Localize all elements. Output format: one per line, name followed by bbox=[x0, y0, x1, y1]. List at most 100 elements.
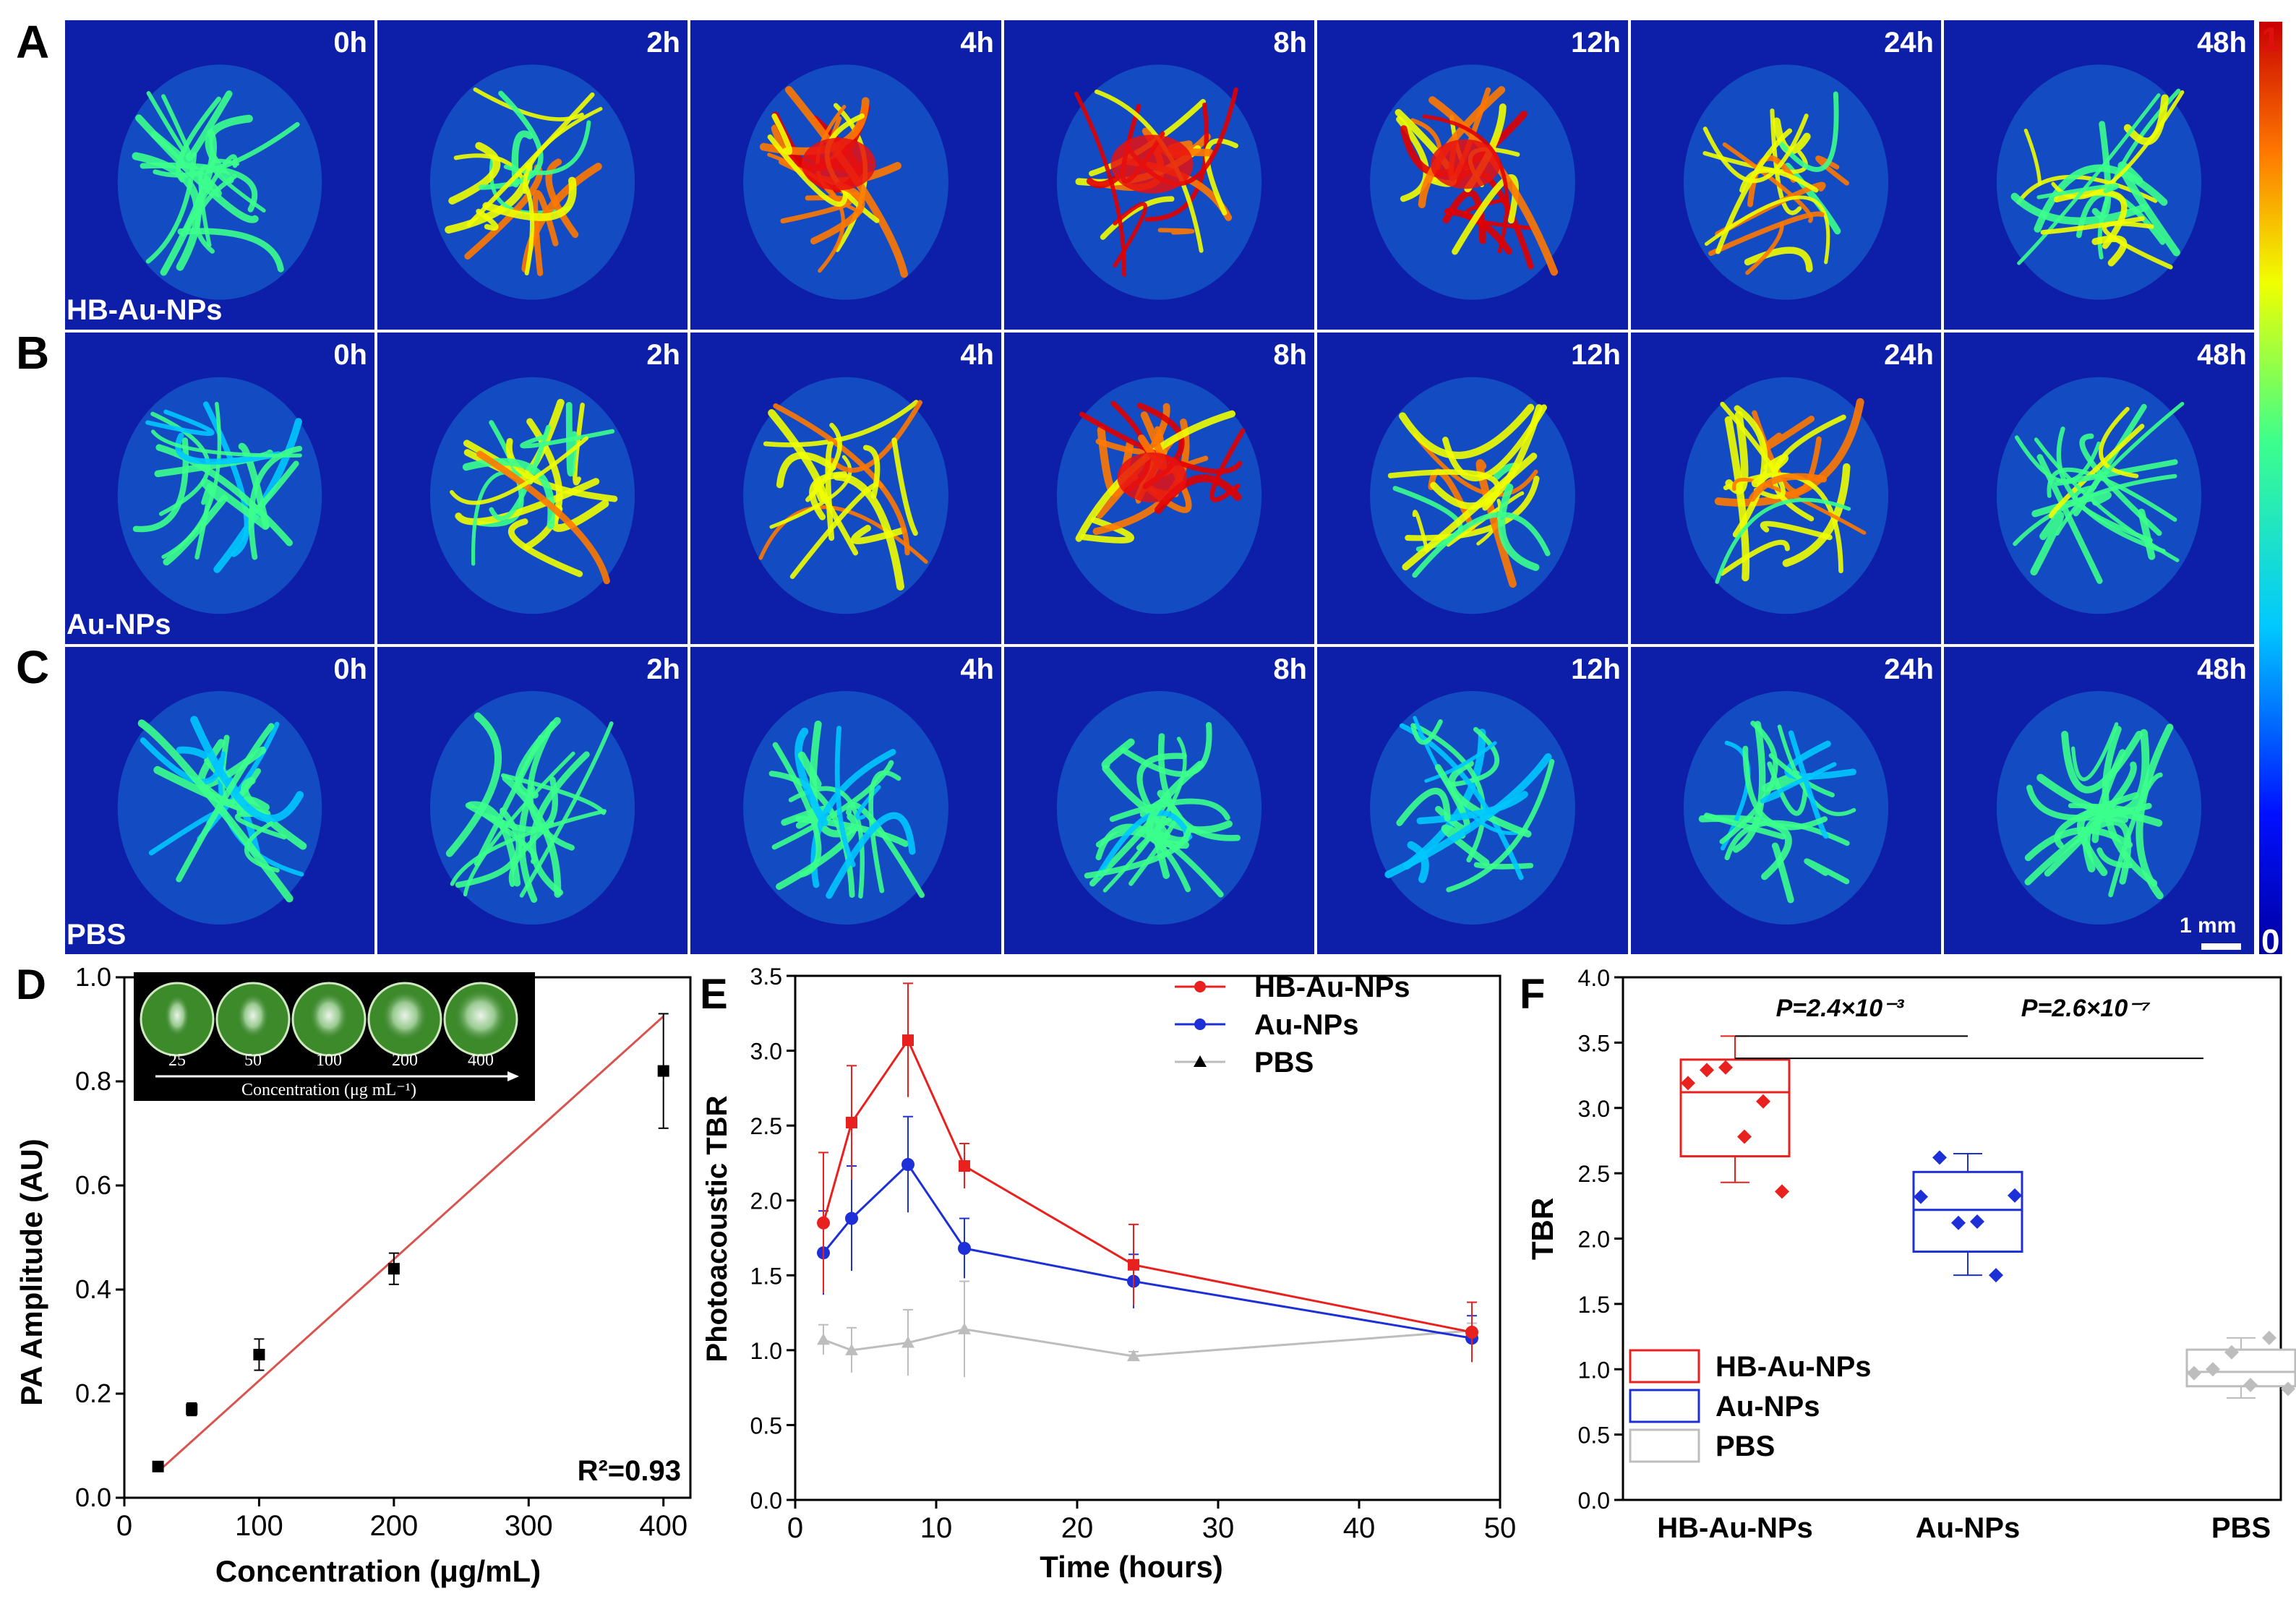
vessel bbox=[1732, 405, 1768, 538]
vessel bbox=[455, 807, 522, 888]
e-y-tick-label: 2.0 bbox=[750, 1188, 782, 1214]
f-data-point bbox=[1756, 1094, 1770, 1109]
timepoint-label: 12h bbox=[1571, 653, 1621, 685]
pa-image-hb-au-nps-4h: 4h bbox=[690, 20, 1001, 330]
vessel bbox=[785, 86, 909, 278]
f-y-tick-label: 2.0 bbox=[1578, 1227, 1610, 1253]
vessel bbox=[515, 717, 561, 799]
vessel bbox=[810, 181, 865, 245]
vessel bbox=[1473, 862, 1534, 870]
vessel bbox=[2017, 93, 2161, 265]
e-legend-label: PBS bbox=[1254, 1047, 1314, 1078]
d-r2-label: R²=0.93 bbox=[578, 1455, 681, 1487]
d-x-tick-label: 100 bbox=[235, 1510, 283, 1542]
vessel bbox=[1144, 102, 1209, 222]
vessel bbox=[2030, 511, 2065, 576]
vessel bbox=[529, 751, 590, 896]
e-data-point bbox=[1128, 1258, 1139, 1271]
timepoint-label: 48h bbox=[2197, 653, 2247, 685]
vessel bbox=[160, 129, 218, 276]
d-y-tick-label: 0.4 bbox=[75, 1274, 111, 1304]
vessel-network bbox=[2013, 401, 2185, 584]
vessel bbox=[1428, 468, 1475, 531]
vessel bbox=[1209, 428, 1246, 502]
vessel bbox=[2044, 761, 2137, 877]
f-legend-label: PBS bbox=[1715, 1431, 1775, 1462]
e-data-point bbox=[901, 1158, 914, 1171]
e-x-tick-label: 50 bbox=[1484, 1512, 1517, 1544]
e-data-point bbox=[845, 1343, 858, 1355]
vessel bbox=[771, 113, 793, 155]
e-y-tick-label: 0.0 bbox=[750, 1488, 782, 1514]
timepoint-label: 12h bbox=[1571, 27, 1621, 59]
vessel bbox=[1079, 411, 1243, 474]
f-y-tick-label: 0.0 bbox=[1578, 1488, 1610, 1514]
vessel bbox=[1095, 829, 1191, 893]
e-x-tick-label: 40 bbox=[1343, 1512, 1376, 1544]
vessel bbox=[1739, 168, 1819, 193]
e-data-point bbox=[845, 1211, 858, 1225]
f-box-pbs bbox=[2185, 1348, 2296, 1388]
d-inset-well-signal bbox=[309, 991, 349, 1040]
e-x-tick-label: 30 bbox=[1202, 1512, 1235, 1544]
timepoint-label: 24h bbox=[1884, 339, 1934, 371]
f-legend-swatch bbox=[1629, 1428, 1700, 1463]
vessel bbox=[238, 442, 270, 529]
f-legend-label: Au-NPs bbox=[1715, 1391, 1820, 1423]
e-series-line-pbs bbox=[823, 1328, 1473, 1358]
vessel bbox=[1410, 719, 1443, 745]
d-data-point bbox=[387, 1263, 400, 1275]
vessel bbox=[2055, 401, 2185, 536]
vessel bbox=[545, 158, 579, 239]
f-data-point bbox=[1970, 1214, 1984, 1230]
vessel bbox=[834, 726, 856, 867]
d-inset-well-label: 200 bbox=[392, 1051, 418, 1070]
vessel bbox=[1113, 202, 1147, 268]
vessel bbox=[1704, 195, 1830, 265]
pa-image-au-nps-12h: 12h bbox=[1317, 333, 1628, 644]
f-data-point bbox=[1989, 1268, 2003, 1283]
timepoint-label: 4h bbox=[960, 653, 994, 685]
vessel bbox=[1102, 765, 1233, 833]
row-label-hb-au-nps: HB-Au-NPs bbox=[67, 294, 223, 326]
f-y-tick-label: 1.0 bbox=[1578, 1357, 1610, 1383]
vessel bbox=[1760, 520, 1833, 541]
e-data-point bbox=[958, 1242, 971, 1255]
vessel bbox=[163, 494, 228, 566]
vessel-network bbox=[1702, 91, 1849, 275]
vessel bbox=[1720, 401, 1786, 499]
vessel bbox=[520, 429, 615, 449]
timepoint-label: 24h bbox=[1884, 653, 1934, 685]
colorbar bbox=[2259, 22, 2282, 954]
vessel bbox=[1497, 484, 1540, 571]
hotspot bbox=[1110, 134, 1194, 194]
vessel bbox=[1413, 723, 1486, 863]
e-legend-marker bbox=[1194, 1018, 1206, 1030]
vessel-network bbox=[768, 720, 925, 899]
e-y-axis-title: Photoacoustic TBR bbox=[701, 1095, 733, 1362]
timepoint-label: 0h bbox=[333, 27, 367, 59]
e-data-point bbox=[958, 1322, 971, 1334]
vessel bbox=[248, 445, 303, 560]
scalebar-label: 1 mm bbox=[2180, 914, 2236, 938]
d-data-point bbox=[657, 1065, 669, 1077]
colorbar-min-label: 0 bbox=[2261, 922, 2280, 960]
vessel bbox=[1761, 771, 1814, 792]
d-inset-well-label: 100 bbox=[316, 1051, 342, 1070]
vessel bbox=[176, 723, 275, 883]
vessel bbox=[776, 452, 836, 489]
vessel bbox=[1416, 791, 1528, 825]
e-data-point bbox=[846, 1117, 857, 1128]
vessel bbox=[1745, 221, 1784, 275]
scalebar bbox=[2201, 943, 2241, 950]
vessel bbox=[1770, 108, 1802, 215]
vessel bbox=[1412, 510, 1429, 553]
timepoint-label: 0h bbox=[333, 653, 367, 685]
e-legend-marker bbox=[1194, 1055, 1207, 1067]
vessel bbox=[249, 460, 299, 515]
e-x-tick-label: 10 bbox=[920, 1512, 953, 1544]
vessel bbox=[2073, 403, 2147, 517]
f-box-hb-au-nps bbox=[1679, 1058, 1791, 1158]
vessel bbox=[489, 424, 551, 521]
d-inset-axis-label: Concentration (μg mL⁻¹) bbox=[241, 1081, 416, 1099]
